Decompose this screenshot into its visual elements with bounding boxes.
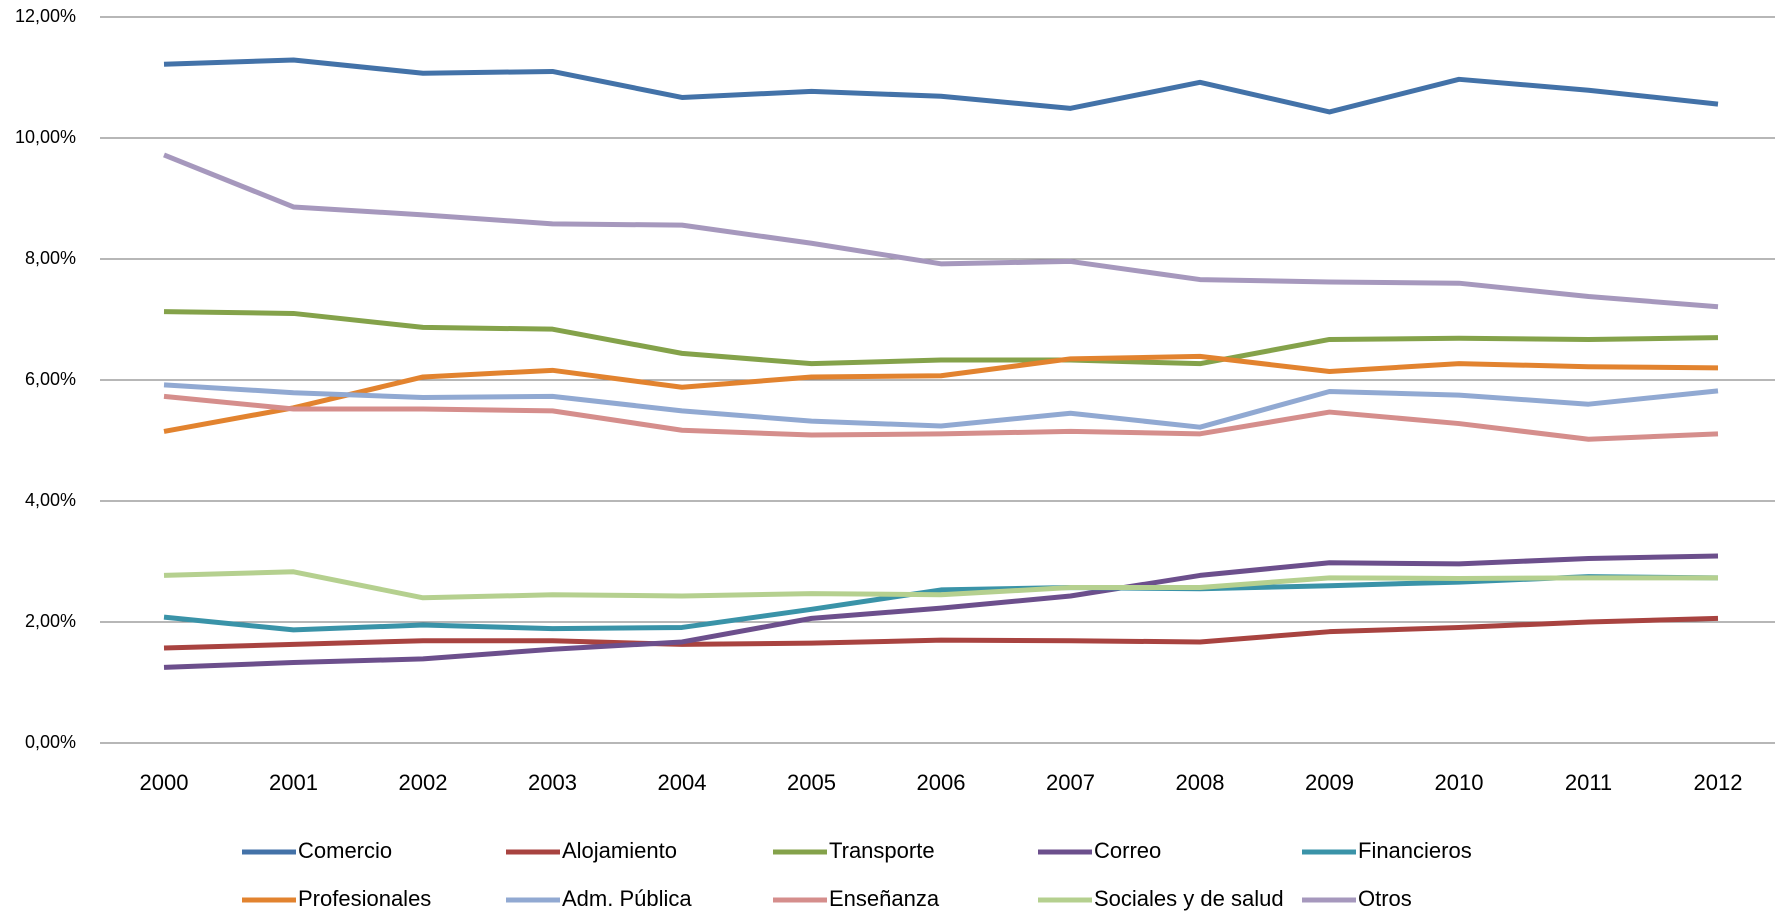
y-tick-label: 6,00% — [25, 369, 76, 389]
legend-label: Correo — [1094, 838, 1161, 863]
legend-label: Adm. Pública — [562, 886, 692, 911]
x-tick-label: 2005 — [787, 770, 836, 795]
series-line — [163, 569, 1718, 601]
x-tick-label: 2011 — [1565, 770, 1612, 795]
legend-label: Comercio — [298, 838, 392, 863]
y-tick-label: 12,00% — [15, 6, 76, 26]
x-tick-label: 2010 — [1435, 770, 1484, 795]
legend-label: Alojamiento — [562, 838, 677, 863]
legend-label: Enseñanza — [829, 886, 940, 911]
x-tick-label: 2006 — [917, 770, 966, 795]
series-line — [163, 393, 1719, 442]
series-line — [163, 57, 1719, 115]
legend-label: Profesionales — [298, 886, 431, 911]
series-line — [163, 382, 1719, 430]
y-tick-label: 0,00% — [25, 732, 76, 752]
legend-label: Sociales y de salud — [1094, 886, 1284, 911]
series-line — [163, 615, 1719, 651]
y-tick-label: 8,00% — [25, 248, 76, 268]
x-tick-label: 2007 — [1046, 770, 1095, 795]
x-tick-label: 2001 — [269, 770, 318, 795]
legend-label: Otros — [1358, 886, 1412, 911]
series-line — [163, 353, 1719, 434]
x-tick-label: 2000 — [140, 770, 189, 795]
x-tick-label: 2004 — [658, 770, 707, 795]
y-tick-label: 10,00% — [15, 127, 76, 147]
series-line — [163, 309, 1719, 367]
x-tick-label: 2009 — [1305, 770, 1354, 795]
x-tick-label: 2003 — [528, 770, 577, 795]
x-tick-label: 2008 — [1176, 770, 1225, 795]
y-tick-label: 4,00% — [25, 490, 76, 510]
x-tick-label: 2002 — [399, 770, 448, 795]
legend-label: Financieros — [1358, 838, 1472, 863]
y-tick-label: 2,00% — [25, 611, 76, 631]
legend-label: Transporte — [829, 838, 935, 863]
series-line — [163, 152, 1719, 310]
series-line — [163, 574, 1719, 633]
x-tick-label: 2012 — [1694, 770, 1743, 795]
series-line — [163, 553, 1719, 670]
